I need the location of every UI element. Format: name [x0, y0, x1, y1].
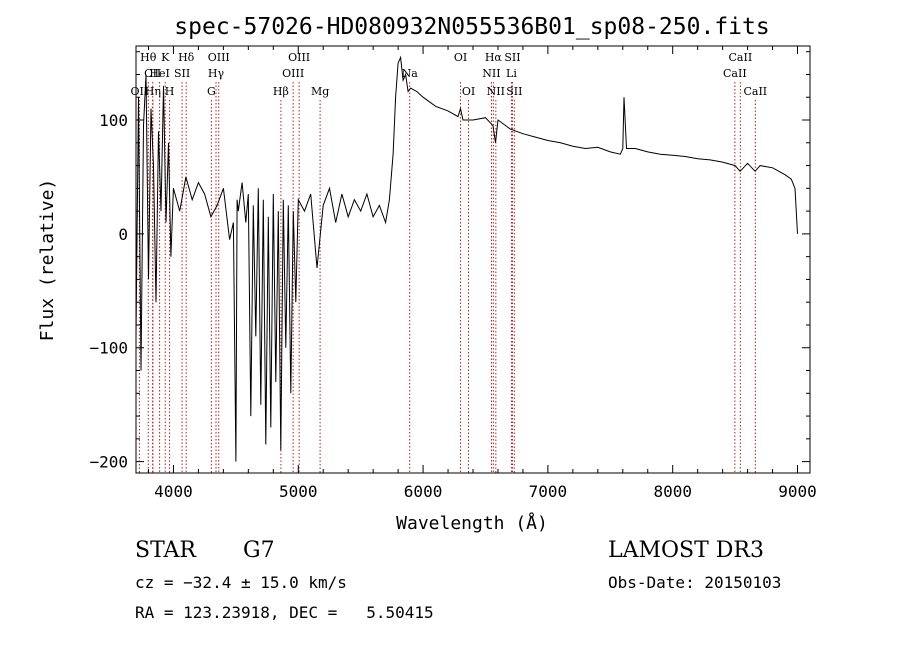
- chart-title: spec-57026-HD080932N055536B01_sp08-250.f…: [174, 14, 769, 40]
- x-tick-label: 5000: [279, 482, 318, 501]
- line-marker-label: OI: [462, 85, 475, 98]
- line-marker-label: OIII: [282, 67, 304, 80]
- survey-name: LAMOST DR3: [608, 538, 764, 563]
- x-axis: 4000 5000 6000 7000 8000 9000: [147, 46, 817, 501]
- line-marker-label: NII: [487, 85, 505, 98]
- x-tick-label: 8000: [653, 482, 692, 501]
- line-marker-label: OII: [131, 85, 149, 98]
- line-marker-group: [138, 82, 756, 473]
- y-tick-label: 100: [99, 111, 128, 130]
- line-marker-label: Hα: [485, 51, 503, 64]
- line-marker-label: G: [207, 85, 216, 98]
- object-type: STAR: [135, 538, 196, 563]
- line-marker-label: Li: [506, 67, 517, 80]
- observation-date: Obs-Date: 20150103: [608, 573, 782, 592]
- line-marker-label: CaII: [723, 67, 747, 80]
- y-axis-label: Flux (relative): [37, 179, 58, 342]
- line-marker-label: OIII: [288, 51, 310, 64]
- x-tick-label: 9000: [778, 482, 817, 501]
- y-tick-label: −200: [89, 453, 128, 472]
- line-marker-label: Hβ: [273, 85, 289, 98]
- line-marker-label: Hθ: [140, 51, 157, 64]
- line-marker-label: SII: [504, 51, 520, 64]
- y-tick-label: 0: [118, 225, 128, 244]
- coordinates: RA = 123.23918, DEC = 5.50415: [135, 603, 434, 622]
- line-marker-label: NII: [482, 67, 500, 80]
- line-marker-label: OI: [454, 51, 467, 64]
- line-marker-label: Hγ: [208, 67, 225, 80]
- line-marker-label: Hη: [145, 85, 161, 98]
- x-tick-label: 4000: [154, 482, 193, 501]
- line-marker-label: CII: [144, 67, 161, 80]
- line-marker-label: K: [161, 51, 170, 64]
- x-tick-label: 7000: [529, 482, 568, 501]
- line-marker-label: HeI: [149, 67, 169, 80]
- line-marker-label: H: [165, 85, 175, 98]
- subclass: G7: [243, 538, 275, 563]
- x-axis-label: Wavelength (Å): [396, 512, 548, 534]
- line-marker-label: CaII: [743, 85, 767, 98]
- x-tick-label: 6000: [404, 482, 443, 501]
- line-marker-label: Hδ: [178, 51, 195, 64]
- spectrum-line: [135, 55, 798, 462]
- y-tick-label: −100: [89, 339, 128, 358]
- line-marker-label: CaII: [729, 51, 753, 64]
- redshift-velocity: cz = −32.4 ± 15.0 km/s: [135, 573, 347, 592]
- line-marker-label: OIII: [208, 51, 230, 64]
- y-axis: −200 −100 0 100: [89, 51, 810, 472]
- line-marker-label: SII: [506, 85, 522, 98]
- line-marker-label: SII: [174, 67, 190, 80]
- line-marker-label: Mg: [311, 85, 329, 98]
